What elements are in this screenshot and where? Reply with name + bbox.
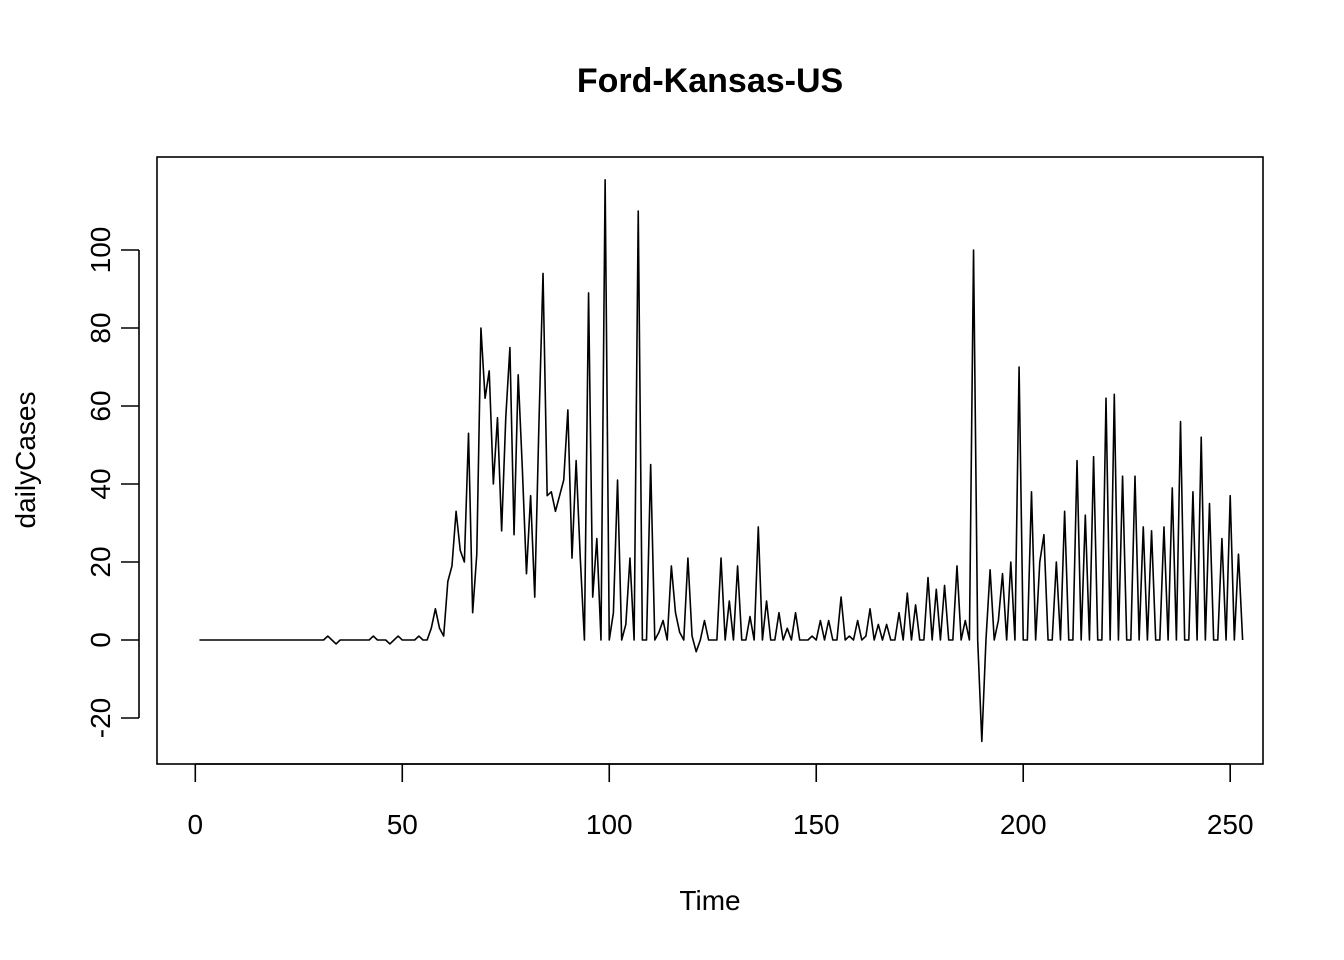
y-tick-label: 60 xyxy=(85,390,116,421)
x-tick-label: 100 xyxy=(586,809,633,840)
y-axis: -20 0 20 40 60 80 100 xyxy=(85,227,140,738)
x-tick-label: 200 xyxy=(1000,809,1047,840)
x-tick-label: 250 xyxy=(1207,809,1254,840)
chart-title: Ford-Kansas-US xyxy=(577,62,843,100)
y-tick-label: 40 xyxy=(85,468,116,499)
x-axis: 0 50 100 150 200 250 xyxy=(188,763,1254,840)
y-tick-label: 0 xyxy=(85,632,116,648)
x-tick-label: 50 xyxy=(387,809,418,840)
x-tick-label: 150 xyxy=(793,809,840,840)
x-axis-label: Time xyxy=(679,885,740,916)
y-tick-label: 100 xyxy=(85,227,116,274)
x-tick-label: 0 xyxy=(188,809,204,840)
plot-frame xyxy=(156,156,1264,765)
y-tick-label: -20 xyxy=(85,698,116,738)
y-tick-label: 80 xyxy=(85,312,116,343)
y-axis-label: dailyCases xyxy=(10,392,41,529)
series-line-daily-cases xyxy=(199,179,1244,743)
y-tick-label: 20 xyxy=(85,546,116,577)
